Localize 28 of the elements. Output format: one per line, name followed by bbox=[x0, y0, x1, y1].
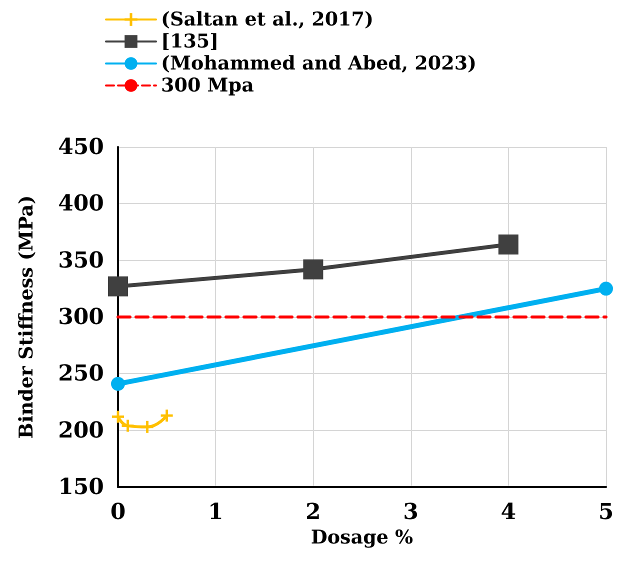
y-tick-label: 200 bbox=[58, 417, 104, 444]
point bbox=[122, 420, 134, 432]
y-tick-label: 150 bbox=[58, 474, 104, 500]
point bbox=[160, 410, 173, 422]
legend-label: [135] bbox=[161, 30, 219, 52]
y-tick-label: 300 bbox=[58, 304, 104, 330]
x-tick-label: 3 bbox=[403, 499, 418, 525]
point bbox=[112, 410, 124, 423]
y-tick-label: 450 bbox=[58, 134, 104, 160]
x-tick-label: 1 bbox=[208, 499, 224, 525]
x-tick-label: 5 bbox=[598, 499, 614, 525]
x-tick-label: 2 bbox=[306, 499, 321, 525]
point bbox=[498, 234, 518, 254]
legend-label: 300 Mpa bbox=[161, 74, 254, 96]
y-tick-label: 250 bbox=[58, 360, 104, 387]
point bbox=[599, 282, 613, 296]
y-tick-label: 350 bbox=[58, 247, 104, 274]
x-axis-title: Dosage % bbox=[310, 526, 414, 548]
point bbox=[141, 420, 154, 433]
legend-label: (Saltan et al., 2017) bbox=[161, 8, 374, 30]
y-axis-title: Binder Stiffness (MPa) bbox=[16, 195, 38, 439]
point bbox=[303, 259, 324, 280]
x-tick-label: 4 bbox=[500, 499, 516, 525]
point bbox=[111, 376, 125, 391]
y-tick-label: 400 bbox=[58, 190, 104, 217]
point bbox=[108, 276, 128, 296]
legend-label: (Mohammed and Abed, 2023) bbox=[161, 52, 477, 74]
x-tick-label: 0 bbox=[110, 499, 126, 525]
